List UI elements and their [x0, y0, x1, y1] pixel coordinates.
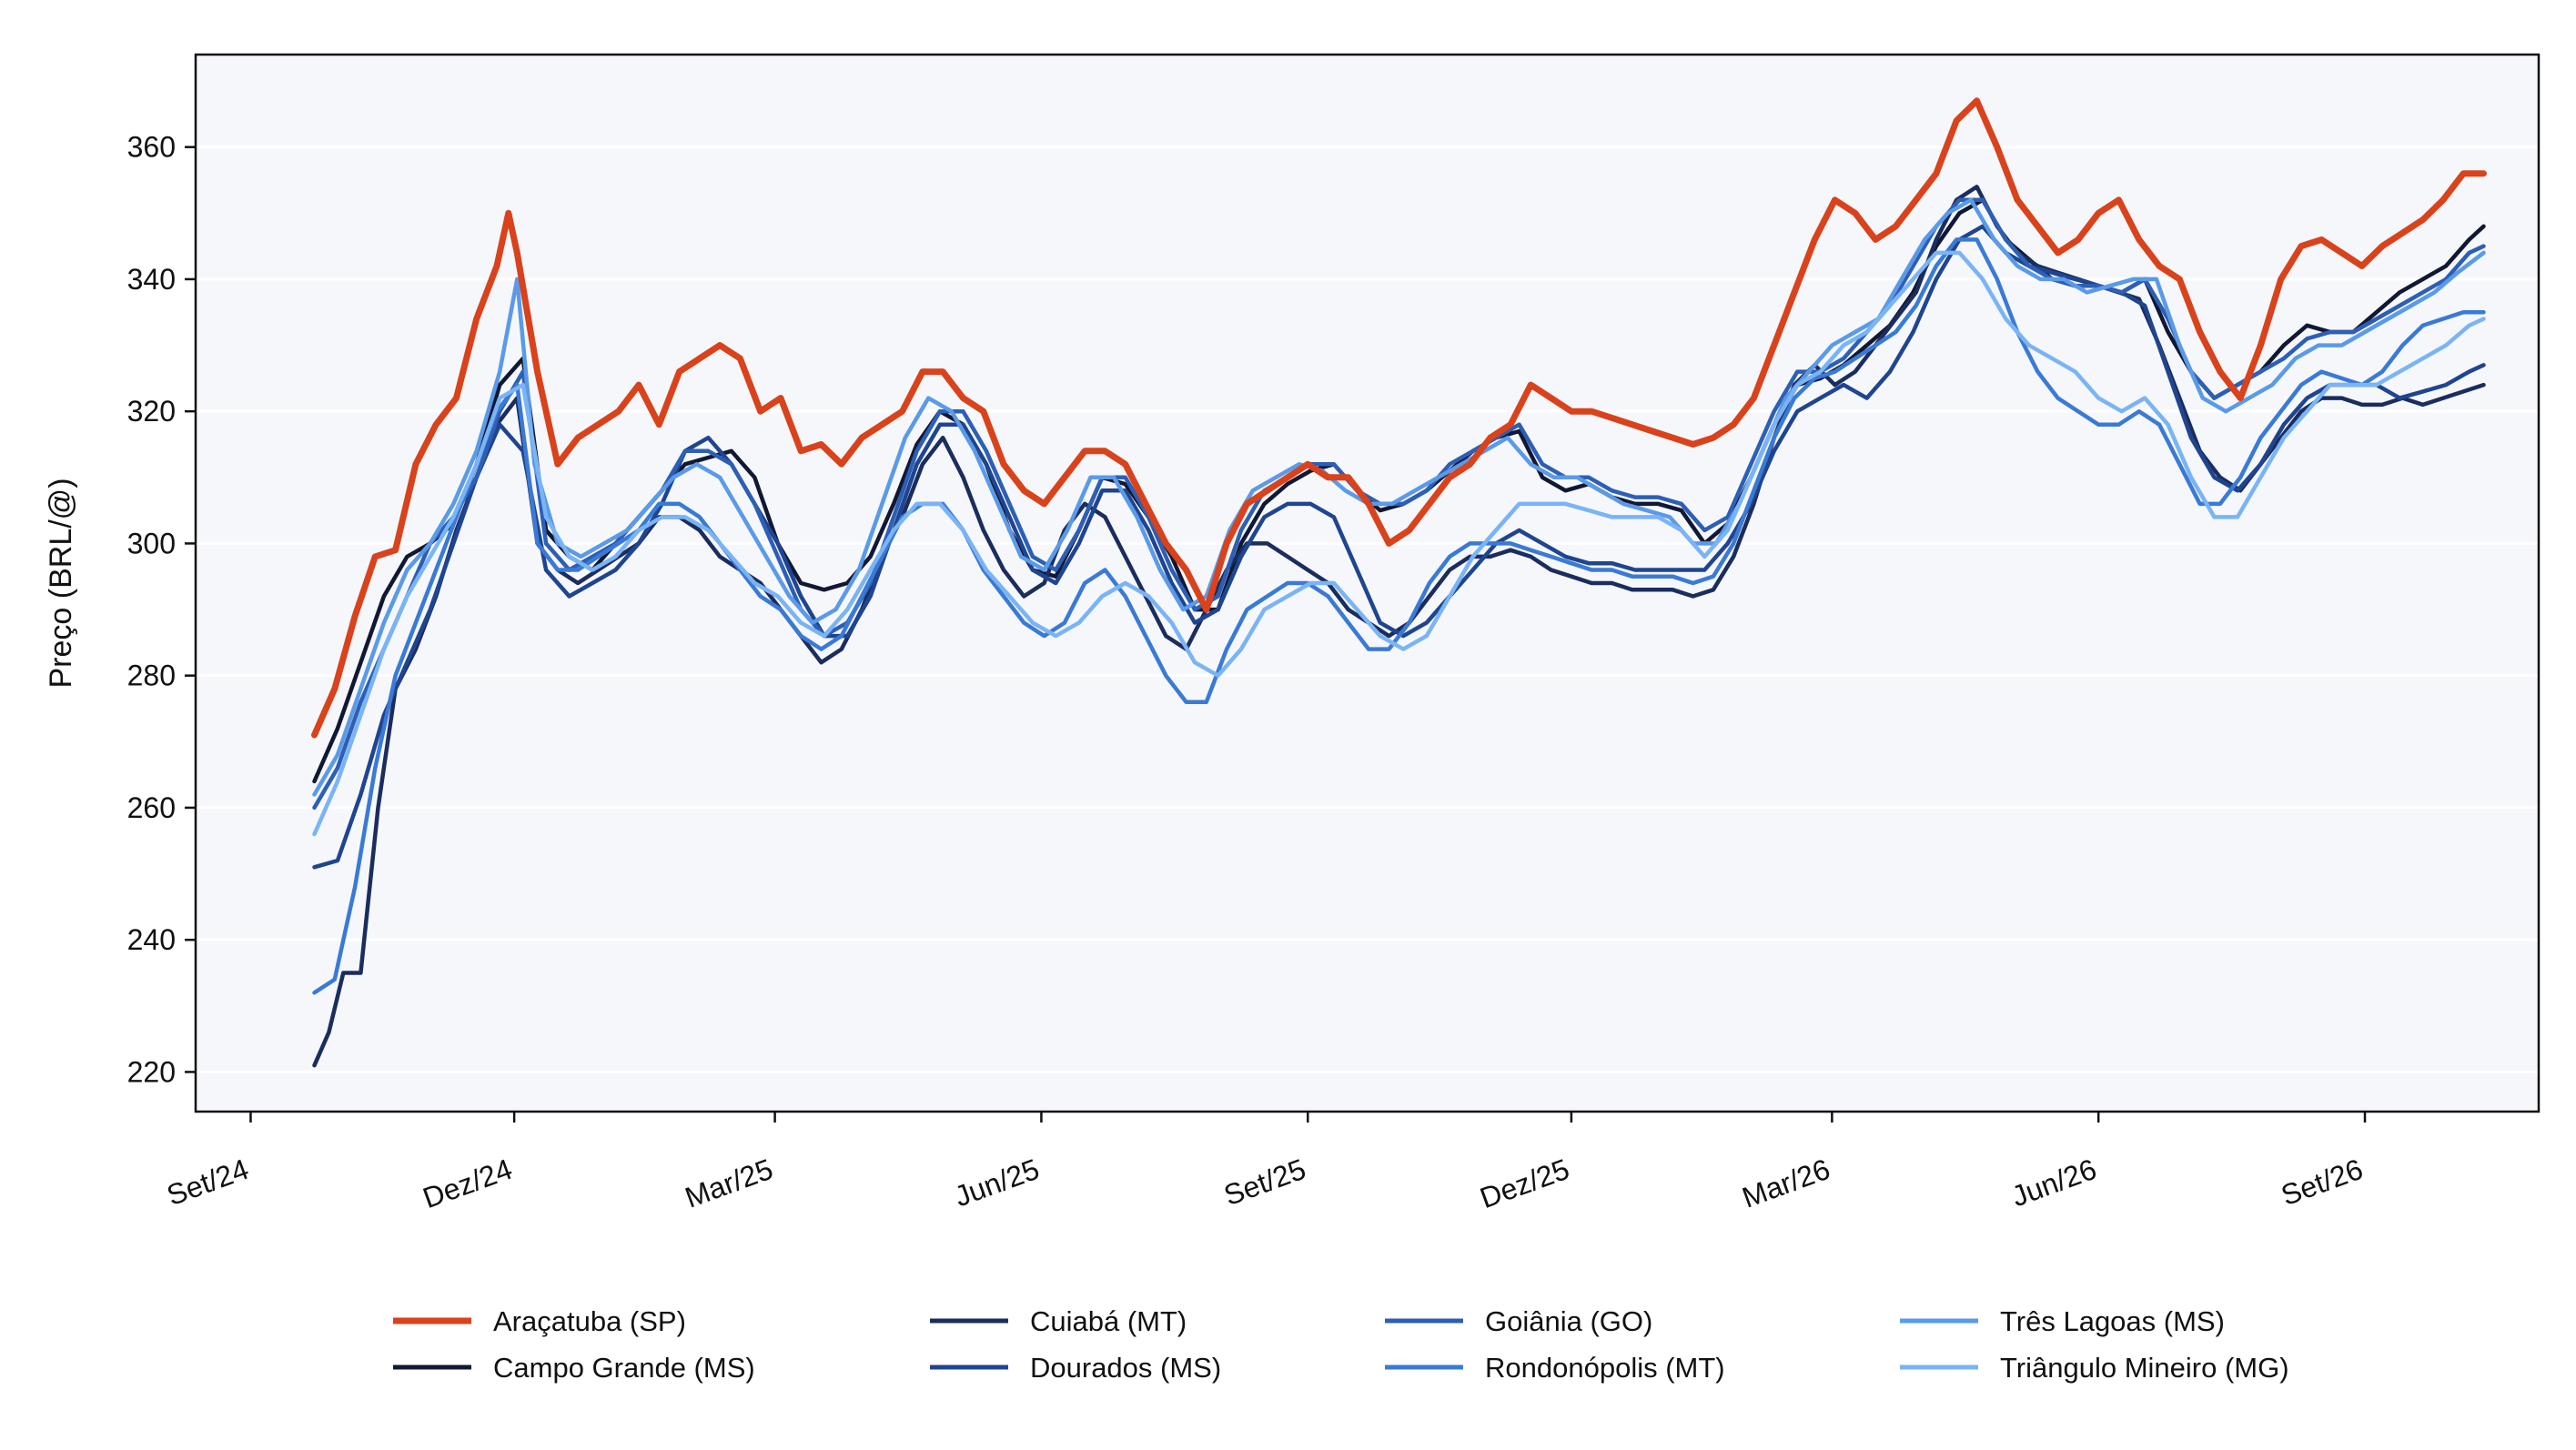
- y-tick-label: 280: [127, 660, 176, 692]
- y-tick-label: 320: [127, 395, 176, 428]
- legend: Araçatuba (SP) Campo Grande (MS) Cuiabá (M…: [393, 1305, 2289, 1384]
- legend-label: Rondonópolis (MT): [1485, 1352, 1725, 1384]
- y-axis: 220 240 260 280 300 320 340 360: [127, 131, 196, 1088]
- legend-item: Triângulo Mineiro (MG): [1900, 1352, 2289, 1384]
- plot-area: [196, 55, 2539, 1112]
- series-line-rondonopolis-mt: [312, 237, 2486, 995]
- series-line-tres-lagoas-ms: [312, 197, 2486, 797]
- y-tick-label: 340: [127, 263, 176, 296]
- y-axis-title: Preço (BRL/@): [44, 478, 78, 688]
- y-tick-label: 240: [127, 923, 176, 956]
- legend-item: Dourados (MS): [930, 1352, 1221, 1384]
- y-tick-label: 360: [127, 131, 176, 164]
- legend-item: Araçatuba (SP): [393, 1305, 686, 1337]
- legend-label: Triângulo Mineiro (MG): [2000, 1352, 2289, 1384]
- legend-label: Araçatuba (SP): [493, 1305, 686, 1337]
- y-tick-label: 300: [127, 527, 176, 559]
- series-line-dourados-ms: [312, 224, 2486, 870]
- legend-label: Cuiabá (MT): [1030, 1305, 1187, 1337]
- legend-label: Dourados (MS): [1030, 1352, 1221, 1384]
- legend-label: Campo Grande (MS): [493, 1352, 755, 1384]
- legend-label: Três Lagoas (MS): [2000, 1305, 2225, 1337]
- plot-frame: [194, 53, 2541, 1113]
- y-tick-label: 260: [127, 791, 176, 824]
- legend-item: Cuiabá (MT): [930, 1305, 1187, 1337]
- y-tick-label: 220: [127, 1055, 176, 1088]
- series-lines: [311, 97, 2487, 1068]
- series-line-triangulo-mineiro-mg: [312, 250, 2486, 837]
- legend-item: Campo Grande (MS): [393, 1352, 755, 1384]
- legend-item: Três Lagoas (MS): [1900, 1305, 2225, 1337]
- legend-item: Goiânia (GO): [1385, 1305, 1652, 1337]
- legend-label: Goiânia (GO): [1485, 1305, 1652, 1337]
- series-line-goiania-go: [312, 197, 2486, 811]
- legend-item: Rondonópolis (MT): [1385, 1352, 1725, 1384]
- series-line-aracatuba-sp: [311, 97, 2487, 739]
